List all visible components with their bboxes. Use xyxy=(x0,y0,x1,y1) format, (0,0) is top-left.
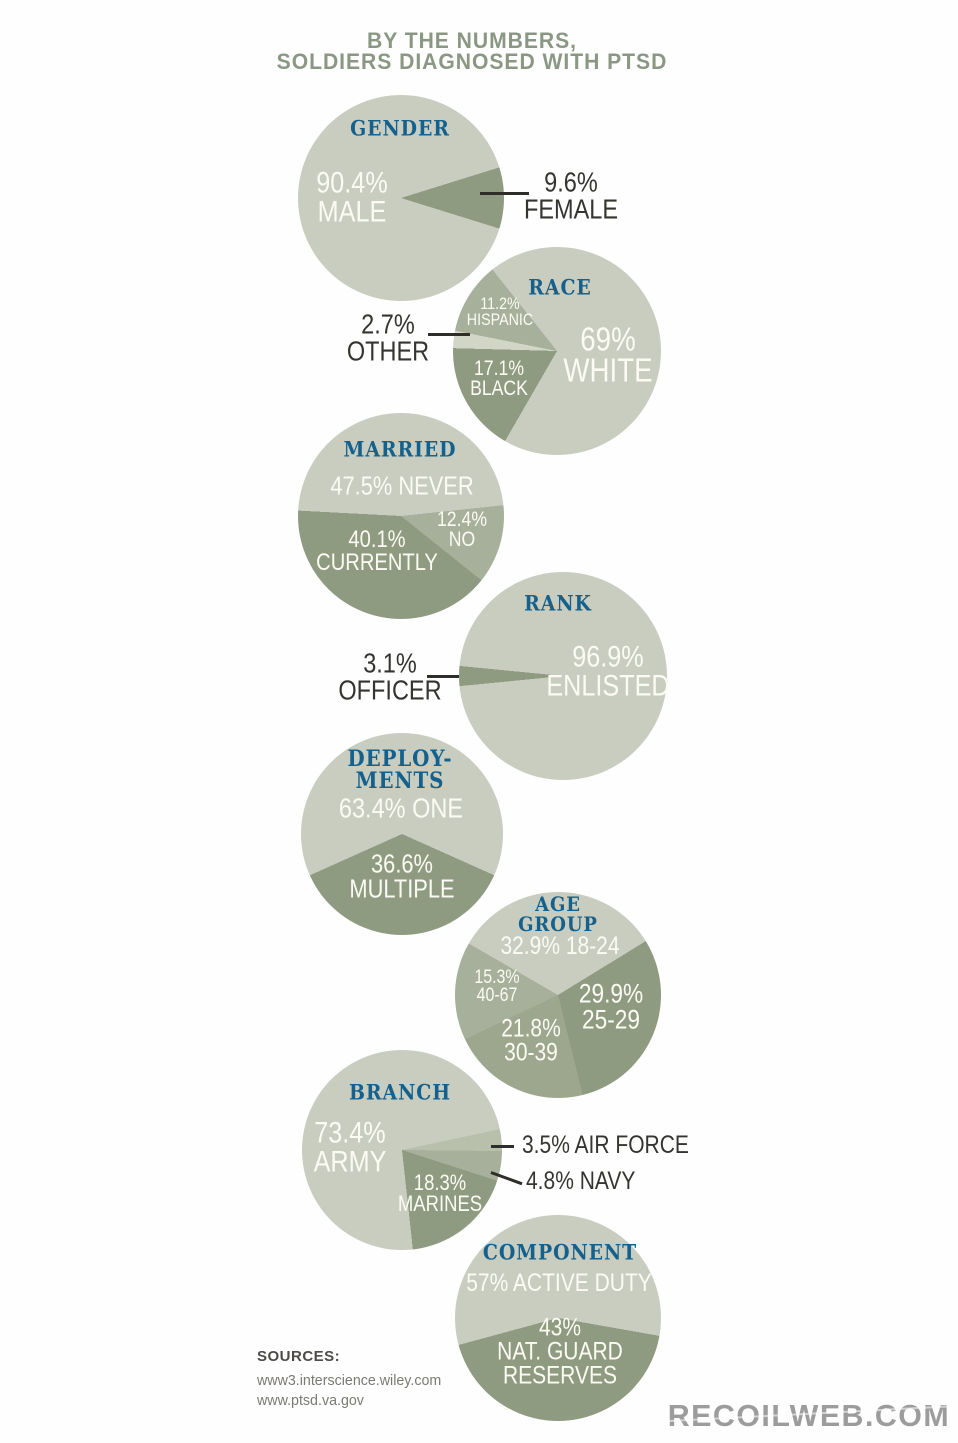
pie-component xyxy=(455,1215,661,1421)
age-group-label-2: 15.3% 40-67 xyxy=(474,966,520,1006)
rank-label-title: RANK xyxy=(524,590,592,616)
married-label-1: 47.5% NEVER xyxy=(330,470,474,501)
component-label-1: 57% ACTIVE DUTY xyxy=(466,1269,652,1298)
pie-branch xyxy=(302,1050,502,1250)
race-label-3: 17.1% BLACK xyxy=(470,357,528,400)
married-label-2: 40.1% CURRENTLY xyxy=(316,526,438,576)
component-label-title: COMPONENT xyxy=(482,1239,638,1265)
pie-deployments xyxy=(301,733,503,935)
page-title-line2: SOLDIERS DIAGNOSED WITH PTSD xyxy=(276,49,668,74)
age-group-label-title: AGE GROUP xyxy=(518,892,598,936)
deployments-label-2: 36.6% MULTIPLE xyxy=(349,848,455,903)
branch-label-2: 18.3% MARINES xyxy=(397,1170,483,1216)
race-label-title: RACE xyxy=(528,274,592,300)
race-label-4: 2.7% OTHER xyxy=(346,308,430,366)
deployments-label-title: DEPLOY- MENTS xyxy=(347,746,453,794)
married-label-title: MARRIED xyxy=(343,436,457,462)
page-title: BY THE NUMBERS, SOLDIERS DIAGNOSED WITH … xyxy=(19,28,925,74)
pie-gender xyxy=(298,95,504,301)
age-group-label-1: 32.9% 18-24 xyxy=(500,932,620,961)
age-group-label-3: 29.9% 25-29 xyxy=(578,978,644,1034)
source-url-va: www.ptsd.va.gov xyxy=(257,1392,364,1409)
race-label-2: 11.2% HISPANIC xyxy=(466,293,534,329)
deployments-label-1: 63.4% ONE xyxy=(338,792,464,824)
gender-label-title: GENDER xyxy=(350,115,450,141)
married-label-3: 12.4% NO xyxy=(436,508,488,551)
sources-block: SOURCES: www3.interscience.wiley.com www… xyxy=(257,1348,451,1411)
gender-label-1: 90.4% MALE xyxy=(316,166,388,228)
pie-rank xyxy=(459,572,667,780)
rank-callout-line-0 xyxy=(427,675,459,678)
pie-married xyxy=(298,413,504,619)
recoilweb-watermark: RECOILWEB.COM xyxy=(667,1398,950,1433)
branch-label-3: 3.5% AIR FORCE xyxy=(522,1131,689,1160)
source-url-wiley: www3.interscience.wiley.com xyxy=(257,1372,442,1389)
branch-label-title: BRANCH xyxy=(349,1079,451,1105)
rank-label-1: 96.9% ENLISTED xyxy=(546,640,670,702)
sources-heading: SOURCES: xyxy=(257,1348,341,1365)
branch-label-1: 73.4% ARMY xyxy=(313,1116,387,1178)
age-group-label-4: 21.8% 30-39 xyxy=(501,1014,561,1066)
branch-label-4: 4.8% NAVY xyxy=(526,1167,636,1196)
gender-callout-line-0 xyxy=(480,192,529,195)
race-label-1: 69% WHITE xyxy=(563,320,653,389)
page-title-line1: BY THE NUMBERS, xyxy=(367,28,577,53)
pie-race xyxy=(453,247,661,455)
rank-label-2: 3.1% OFFICER xyxy=(338,647,442,705)
race-callout-line-0 xyxy=(428,333,470,336)
component-label-2: 43% NAT. GUARD RESERVES xyxy=(497,1313,623,1389)
branch-callout-line-0 xyxy=(491,1145,514,1148)
pie-age-group xyxy=(455,892,661,1098)
gender-label-2: 9.6% FEMALE xyxy=(523,166,619,224)
